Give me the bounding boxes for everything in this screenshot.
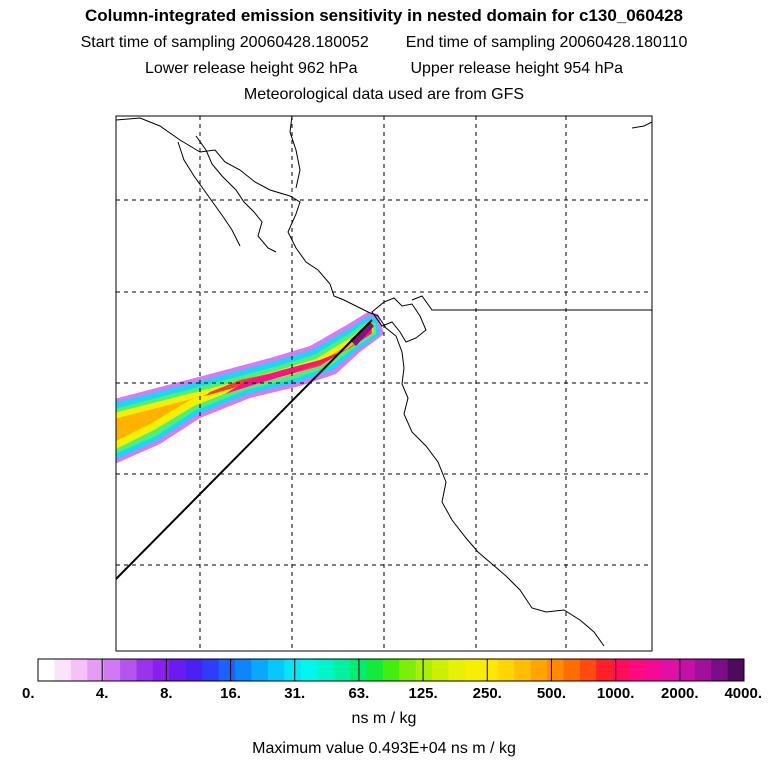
colorbar-tick-label: 125. [408,685,437,702]
colorbar-frame [37,658,745,682]
colorbar-cell [136,659,154,681]
start-time-label: Start time of sampling 20060428.180052 [80,34,369,51]
colorbar-cell [54,659,72,681]
colorbar-cell [432,659,449,681]
coastline [116,116,652,647]
colorbar-cell [530,659,548,681]
colorbar-tick-label: 4000. [724,685,762,702]
colorbar-cell [727,659,745,681]
colorbar-cell [415,659,433,681]
colorbar-cell [218,659,236,681]
colorbar-cell [38,659,55,681]
colorbar-ticks: 0. 4. 8. 16. 31. 63. 125. 250. 500. 1000. 2000. 400… [22,659,762,702]
release-heights: Lower release height 962 hPa Upper relea… [0,60,768,78]
colorbar-cell [612,659,630,681]
colorbar-cell [103,659,121,681]
graticule [116,116,652,651]
map-frame [115,115,653,652]
colorbar-tick-label: 1000. [597,685,635,702]
colorbar-cell [87,659,105,681]
colorbar-cell [629,659,646,681]
colorbar-cell [711,659,729,681]
maximum-value-label: Maximum value 0.493E+04 ns m / kg [252,740,516,757]
colorbar-cell [366,659,384,681]
colorbar-cell [202,659,220,681]
end-time-label: End time of sampling 20060428.180110 [405,34,688,51]
colorbar-cell [497,659,515,681]
colorbar-tick-label: 63. [348,685,369,702]
colorbar-cell [464,659,482,681]
colorbar-cell [235,659,252,681]
map-title: Column-integrated emission sensitivity i… [84,6,684,25]
colorbar-cell [284,659,302,681]
colorbar-tick-label: 0. [22,685,35,702]
colorbar-cell [185,659,203,681]
colorbar-cell [694,659,712,681]
plume-band-magenta [225,328,372,394]
colorbar-tick-label: 4. [96,685,109,702]
colorbar-cell [661,659,679,681]
colorbar-tick-label: 2000. [661,685,699,702]
colorbar-cell [546,659,564,681]
colorbar-cell [120,659,138,681]
colorbar-cell [596,659,614,681]
sampling-times: Start time of sampling 20060428.180052 E… [0,34,768,52]
colorbar-cell [267,659,285,681]
colorbar-cell [448,659,466,681]
colorbar-cell [300,659,318,681]
upper-height-label: Upper release height 954 hPa [410,60,624,77]
colorbar-cell [645,659,663,681]
colorbar-cell [333,659,351,681]
plume-core [350,322,374,346]
colorbar-units: ns m / kg [351,710,417,727]
colorbar-cell [481,659,499,681]
colorbar-cell [399,659,417,681]
colorbar-tick-label: 250. [473,685,502,702]
colorbar-cell [579,659,597,681]
colorbar-cell [152,659,170,681]
colorbar-cell [169,659,187,681]
colorbar-cell [678,659,696,681]
colorbar-tick-label: 31. [284,685,305,702]
colorbar-tick-label: 16. [220,685,241,702]
met-data-label: Meteorological data used are from GFS [243,86,525,103]
flight-track [115,319,373,580]
colorbar-cell [563,659,581,681]
plume-band-red [205,328,372,396]
colorbar-cell [317,659,335,681]
colorbar-cells [38,659,745,681]
colorbar-cell [514,659,532,681]
colorbar-cell [70,659,88,681]
colorbar-cell [251,659,269,681]
colorbar-tick-label: 500. [537,685,566,702]
lower-height-label: Lower release height 962 hPa [144,60,358,77]
colorbar-tick-label: 8. [160,685,173,702]
colorbar-cell [382,659,400,681]
